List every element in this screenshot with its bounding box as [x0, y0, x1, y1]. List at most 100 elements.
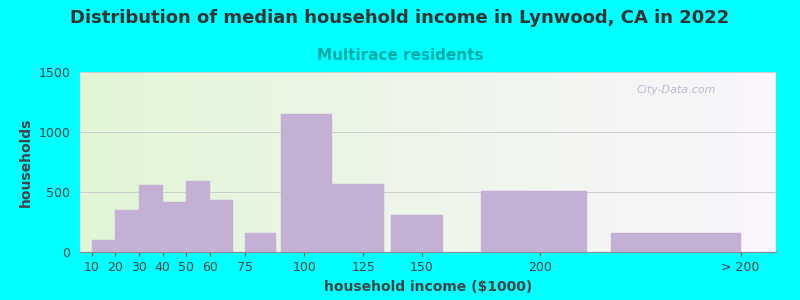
Bar	[502, 72, 507, 252]
Bar	[758, 72, 762, 252]
Bar	[80, 72, 85, 252]
Bar	[521, 72, 526, 252]
Bar	[623, 72, 627, 252]
Bar	[465, 72, 470, 252]
Bar	[479, 72, 484, 252]
Bar	[136, 72, 140, 252]
Bar	[665, 72, 670, 252]
Bar	[94, 72, 98, 252]
Bar	[245, 233, 276, 252]
Bar	[358, 72, 363, 252]
Bar	[530, 72, 534, 252]
Bar	[498, 72, 502, 252]
Bar	[627, 72, 632, 252]
Bar	[210, 200, 234, 252]
Bar	[186, 72, 191, 252]
Bar	[410, 72, 414, 252]
Bar	[572, 72, 577, 252]
Bar	[298, 72, 302, 252]
Bar	[567, 72, 572, 252]
Bar	[474, 72, 479, 252]
Bar	[349, 72, 354, 252]
Bar	[451, 72, 456, 252]
Bar	[674, 72, 678, 252]
Bar	[604, 72, 609, 252]
Bar	[762, 72, 766, 252]
Bar	[693, 72, 697, 252]
Bar	[275, 72, 279, 252]
Bar	[446, 72, 451, 252]
Bar	[544, 72, 549, 252]
Bar	[391, 72, 395, 252]
Bar	[511, 72, 516, 252]
Bar	[706, 72, 711, 252]
Bar	[711, 72, 716, 252]
Bar	[294, 72, 298, 252]
Bar	[470, 72, 474, 252]
Bar	[516, 72, 521, 252]
Bar	[256, 72, 261, 252]
Bar	[103, 72, 108, 252]
Bar	[697, 72, 702, 252]
Bar	[322, 72, 326, 252]
Bar	[702, 72, 706, 252]
Bar	[484, 72, 488, 252]
Bar	[493, 72, 498, 252]
Bar	[191, 72, 196, 252]
Bar	[739, 72, 743, 252]
Bar	[363, 72, 368, 252]
Bar	[247, 72, 252, 252]
Bar	[405, 72, 410, 252]
Bar	[372, 72, 377, 252]
Bar	[326, 72, 330, 252]
Bar	[481, 191, 587, 252]
Bar	[683, 72, 688, 252]
Bar	[279, 72, 284, 252]
Bar	[507, 72, 511, 252]
Bar	[650, 72, 655, 252]
Bar	[730, 72, 734, 252]
Bar	[526, 72, 530, 252]
Bar	[753, 72, 758, 252]
Text: Distribution of median household income in Lynwood, CA in 2022: Distribution of median household income …	[70, 9, 730, 27]
Bar	[117, 72, 122, 252]
Bar	[725, 72, 730, 252]
Bar	[281, 114, 333, 252]
Bar	[201, 72, 206, 252]
Bar	[618, 72, 623, 252]
Bar	[163, 72, 168, 252]
Bar	[386, 72, 391, 252]
Bar	[414, 72, 418, 252]
Bar	[206, 72, 210, 252]
Bar	[261, 72, 266, 252]
Bar	[461, 72, 465, 252]
Bar	[632, 72, 637, 252]
Bar	[438, 72, 442, 252]
Bar	[131, 72, 136, 252]
Bar	[354, 72, 358, 252]
Bar	[98, 72, 103, 252]
Bar	[178, 72, 182, 252]
Bar	[766, 72, 771, 252]
Bar	[655, 72, 660, 252]
Bar	[670, 72, 674, 252]
Bar	[688, 72, 693, 252]
Bar	[418, 72, 423, 252]
Bar	[716, 72, 720, 252]
Bar	[270, 72, 275, 252]
Bar	[720, 72, 725, 252]
Bar	[368, 72, 372, 252]
Bar	[614, 72, 618, 252]
Bar	[113, 72, 117, 252]
Text: City-Data.com: City-Data.com	[637, 85, 716, 94]
Bar	[335, 72, 340, 252]
Bar	[266, 72, 270, 252]
Bar	[382, 72, 386, 252]
Bar	[219, 72, 224, 252]
Bar	[210, 72, 214, 252]
Bar	[85, 72, 90, 252]
Bar	[577, 72, 581, 252]
Bar	[122, 72, 126, 252]
Bar	[581, 72, 586, 252]
Bar	[233, 72, 238, 252]
